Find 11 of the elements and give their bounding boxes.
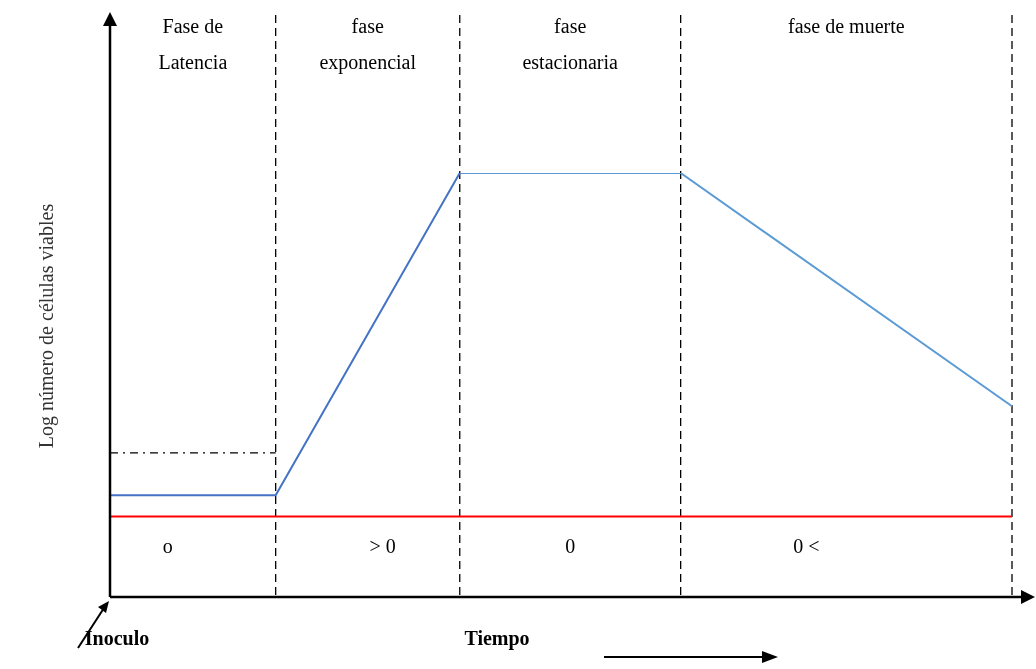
y-axis-title: Log número de células viables	[35, 203, 59, 449]
annotation: o	[162, 535, 173, 558]
text: fase exponencial	[319, 15, 417, 75]
x-axis-title: Tiempo	[464, 627, 530, 651]
text: Fase de Latencia	[158, 15, 228, 74]
annotation: 0 <	[793, 535, 820, 558]
text: Inoculo	[84, 627, 150, 650]
text: fase estacionaria	[522, 15, 619, 74]
annotation: 0	[565, 535, 576, 558]
text: fase de muerte	[788, 15, 905, 38]
annotation: > 0	[369, 535, 396, 558]
